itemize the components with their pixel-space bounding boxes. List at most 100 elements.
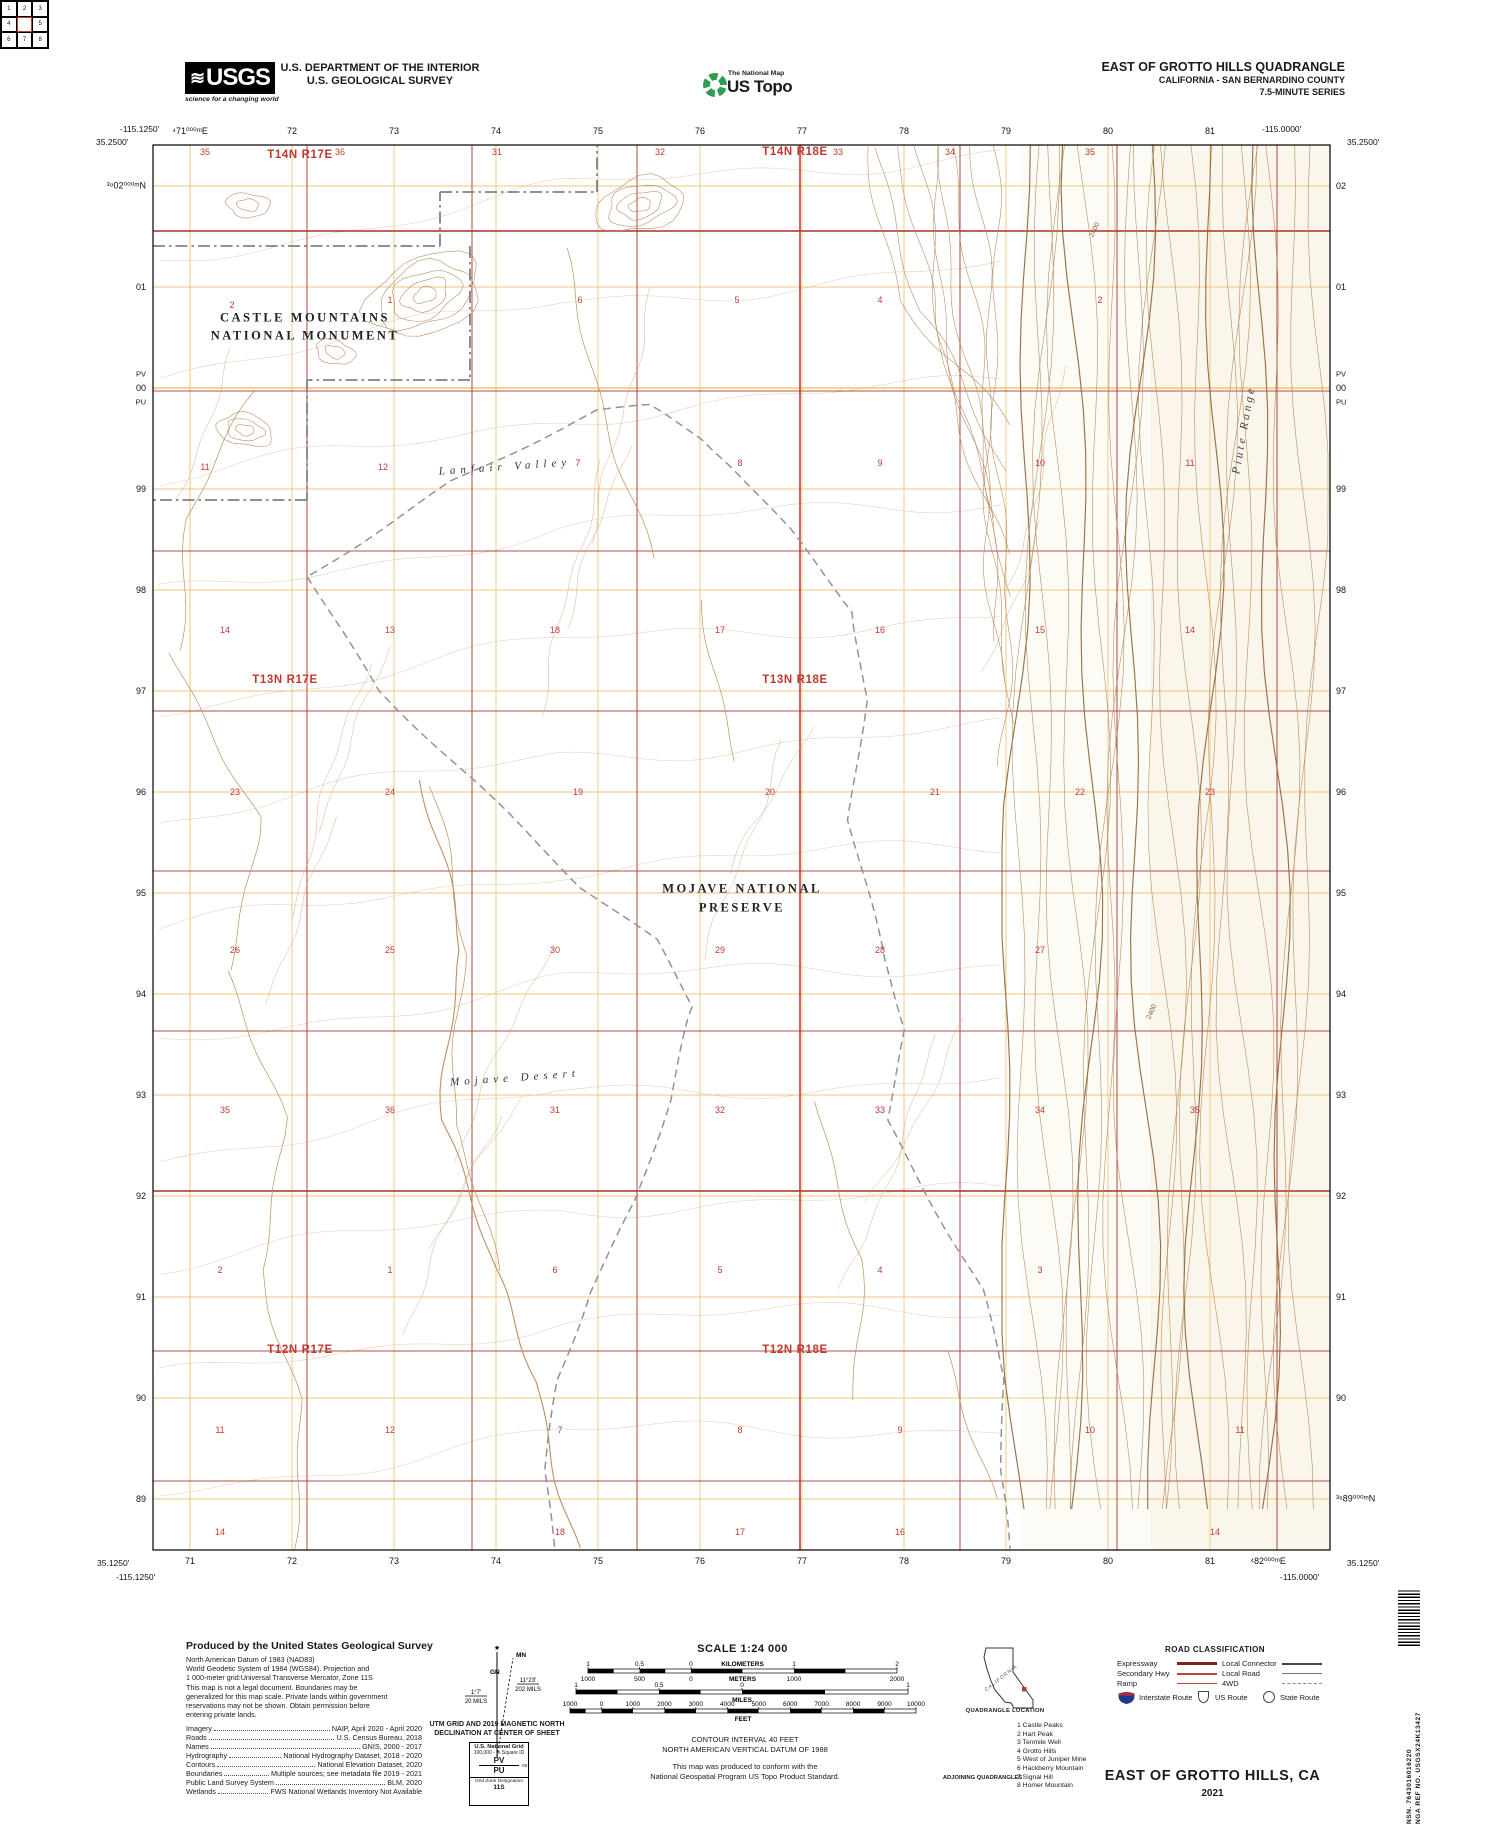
grid-north-label: GN (490, 1669, 500, 1676)
grid-northing-left: 99 (135, 484, 146, 494)
grid-easting-top: 79 (1000, 126, 1012, 136)
us-route-label: US Route (1215, 1692, 1248, 1702)
standard-note-line1: This map was produced to conform with th… (672, 1762, 818, 1771)
standard-note-line2: National Geospatial Program US Topo Prod… (650, 1772, 840, 1781)
dept-line1: U.S. DEPARTMENT OF THE INTERIOR (280, 62, 480, 74)
contour-elevation-label: 2400 (1088, 221, 1102, 239)
road-class-label: Local Road (1222, 1669, 1260, 1678)
credit-line: North American Datum of 1983 (NAD83) (186, 1655, 315, 1664)
grid-northing-left: 97 (135, 686, 146, 696)
adjoining-quad-name: 3 Tenmile Well (1017, 1739, 1061, 1747)
section-number: 2 (1097, 295, 1103, 305)
grid-northing-left: 98 (135, 585, 146, 595)
section-number: 3 (1037, 1265, 1043, 1275)
quad-series: 7.5-MINUTE SERIES (1259, 87, 1345, 97)
source-label: Wetlands (186, 1786, 216, 1796)
road-class-label: Secondary Hwy (1117, 1669, 1170, 1678)
source-row: Hydrography National Hydrography Dataset,… (186, 1751, 422, 1761)
department-heading: U.S. DEPARTMENT OF THE INTERIOR U.S. GEO… (270, 62, 490, 88)
township-range-label: T13N R17E (252, 674, 318, 686)
grid-easting-top: 81 (1204, 126, 1216, 136)
leader-dots (208, 1739, 335, 1741)
grid-northing-left: 91 (135, 1292, 146, 1302)
leader-dots (275, 1783, 386, 1785)
adjoining-quad-name: 4 Grotto Hills (1017, 1747, 1057, 1755)
section-number: 34 (944, 147, 956, 157)
place-label: Lanfair Valley (438, 456, 572, 478)
scale-unit-label: FEET (735, 1716, 752, 1723)
grid-easting-bottom: 75 (592, 1556, 604, 1566)
grid-northing-right: 02 (1336, 181, 1347, 191)
contour-note-line2: NORTH AMERICAN VERTICAL DATUM OF 1988 (662, 1745, 828, 1754)
grid-northing-left: 93 (135, 1090, 146, 1100)
credit-line: generalized for this map scale. Private … (186, 1691, 388, 1701)
section-number: 10 (1034, 458, 1046, 468)
grid-northing-left: 90 (135, 1393, 146, 1403)
leader-dots (224, 1774, 269, 1776)
scale-unit-label: MILES (732, 1697, 753, 1704)
scale-bar-miles: 1 0.5 0 1 MILES (574, 1682, 910, 1704)
township-range-label: T12N R18E (762, 1344, 828, 1356)
adjoining-grid-cell: 7 (16, 32, 33, 48)
section-number: 33 (874, 1105, 886, 1115)
section-number: 26 (229, 945, 241, 955)
adjoining-grid-center (16, 16, 33, 33)
scale-bar-feet: 1000 0 1000 2000 3000 4000 5000 6000 7000 8000 900… (563, 1701, 926, 1723)
section-number: 13 (384, 625, 396, 635)
road-class-row: 4WD (1222, 1679, 1372, 1688)
grid-easting-top: 80 (1102, 126, 1114, 136)
grid-northing-left: ³⁹02⁰⁰⁰ᵐN (106, 180, 146, 191)
section-number: 25 (384, 945, 396, 955)
section-number: 10 (1084, 1425, 1096, 1435)
grid-northing-right: 94 (1336, 989, 1347, 999)
corner-top-left-lat: 35.2500' (96, 137, 129, 147)
section-number: 11 (1185, 458, 1195, 468)
section-number: 33 (832, 147, 844, 157)
usng-square-top: PV (493, 1756, 505, 1765)
section-number: 17 (734, 1527, 746, 1537)
interstate-route-item: Interstate Route (1118, 1690, 1192, 1704)
section-number: 28 (874, 945, 886, 955)
grid-northing-right: 91 (1336, 1292, 1347, 1302)
scale-tick-label: 1000 (626, 1701, 641, 1708)
road-class-row: Local Connector (1222, 1659, 1372, 1668)
section-number: 12 (384, 1425, 396, 1435)
grid-northing-left: 01 (135, 282, 146, 292)
section-number: 18 (549, 625, 561, 635)
township-range-label: T14N R18E (762, 146, 828, 158)
grid-easting-bottom: 76 (694, 1556, 706, 1566)
section-number: 35 (1189, 1105, 1201, 1115)
utm-note-line2: DECLINATION AT CENTER OF SHEET (434, 1730, 560, 1737)
scale-tick-label: 2000 (657, 1701, 672, 1708)
grid-easting-bottom: 79 (1000, 1556, 1012, 1566)
grid-easting-bottom: 78 (898, 1556, 910, 1566)
section-number: 14 (219, 625, 231, 635)
credits-block: Produced by the United States Geological… (186, 1640, 433, 1797)
road-class-swatch-ramp (1177, 1683, 1217, 1684)
quad-state: CALIFORNIA - SAN BERNARDINO COUNTY (1158, 75, 1345, 85)
road-class-label: Ramp (1117, 1679, 1138, 1688)
usng-zone: 11S (493, 1784, 505, 1791)
section-number: 19 (572, 787, 584, 797)
scale-tick-label: 0.5 (635, 1661, 644, 1668)
road-class-swatch-fourwd (1282, 1683, 1322, 1684)
section-number: 18 (554, 1527, 566, 1537)
road-class-swatch-connector (1282, 1662, 1322, 1665)
source-label: Hydrography (186, 1751, 228, 1761)
road-class-label: Local Connector (1222, 1659, 1277, 1668)
source-value: National Hydrography Dataset, 2018 - 202… (283, 1751, 422, 1761)
section-number: 35 (199, 147, 211, 157)
scale-tick-label: 0 (689, 1676, 693, 1683)
grid-easting-bottom: 77 (796, 1556, 808, 1566)
corner-top-right-lon: -115.0000' (1262, 124, 1302, 134)
declination-diagram: ★ MN GN 11°23' 202 MILS 1°7' 20 MILS (465, 1644, 541, 1758)
leader-dots (217, 1766, 316, 1768)
scale-tick-label: 1000 (787, 1676, 802, 1683)
corner-bottom-left-lat: 35.1250' (97, 1558, 130, 1568)
road-class-row: Local Road (1222, 1669, 1372, 1678)
section-number: 4 (877, 1265, 883, 1275)
barcode (1398, 1590, 1420, 1646)
grid-northing-left: 92 (135, 1191, 146, 1201)
grid-easting-bottom: 81 (1204, 1556, 1216, 1566)
section-number: 8 (737, 1425, 743, 1435)
